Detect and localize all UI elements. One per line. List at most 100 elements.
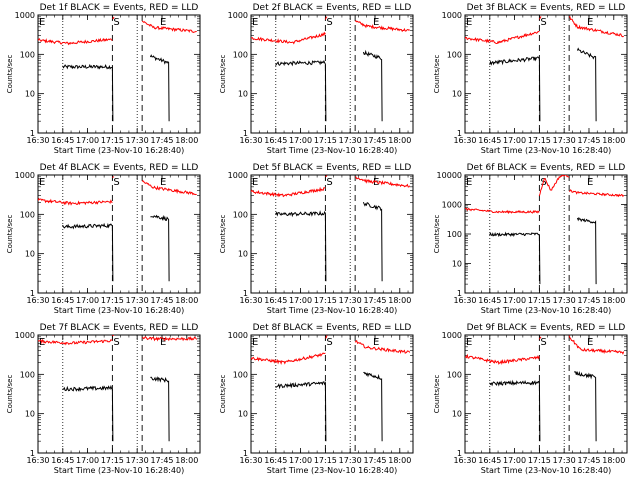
- lld-series-line: [324, 16, 328, 20]
- y-tick-label: 10: [25, 90, 35, 99]
- x-tick-label: 17:30: [126, 456, 149, 465]
- y-axis-label: Counts/sec: [6, 215, 14, 254]
- series-group: [38, 176, 197, 282]
- series-group: [251, 335, 411, 442]
- events-series-line: [362, 202, 383, 282]
- x-tick-label: 17:15: [314, 136, 337, 145]
- start-marker-label: S: [326, 177, 332, 188]
- lld-series-line: [38, 197, 113, 206]
- corner-marker-label: E: [466, 17, 472, 28]
- lld-series-line: [38, 339, 113, 346]
- x-tick-label: 18:00: [602, 136, 625, 145]
- y-tick-label: 1000: [228, 171, 248, 180]
- y-axis-label: Counts/sec: [6, 55, 14, 94]
- x-axis-label: Start Time (23-Nov-10 16:28:40): [267, 306, 397, 315]
- x-tick-label: 17:45: [577, 136, 600, 145]
- x-tick-label: 16:45: [478, 136, 501, 145]
- lld-series-line: [251, 352, 326, 366]
- x-tick-label: 16:30: [453, 456, 476, 465]
- end-marker-label: E: [587, 17, 593, 28]
- series-group: [251, 16, 410, 122]
- panel-title: Det 5f BLACK = Events, RED = LLD: [253, 163, 412, 173]
- y-tick-label: 100: [447, 50, 462, 59]
- x-tick-label: 18:00: [602, 456, 625, 465]
- lld-series-line: [325, 335, 328, 339]
- detector-panel-3: Det 3f BLACK = Events, RED = LLD Counts/s…: [433, 3, 628, 155]
- series-group: [465, 175, 625, 285]
- x-tick-label: 17:00: [76, 136, 99, 145]
- x-tick-label: 16:45: [51, 296, 74, 305]
- detector-panel-2: Det 2f BLACK = Events, RED = LLD Counts/s…: [219, 3, 414, 155]
- x-tick-label: 16:30: [239, 136, 262, 145]
- lld-series-line: [465, 353, 540, 365]
- y-tick-label: 10000: [437, 171, 462, 180]
- y-tick-label: 1: [30, 289, 35, 298]
- lld-series-line: [325, 175, 328, 178]
- end-marker-label: E: [160, 337, 166, 348]
- start-marker-label: S: [326, 17, 332, 28]
- events-series-line: [149, 54, 170, 122]
- x-tick-label: 17:00: [289, 296, 312, 305]
- lld-series-line: [112, 335, 115, 337]
- x-tick-label: 18:00: [175, 136, 198, 145]
- x-tick-label: 16:30: [26, 136, 49, 145]
- lld-series-line: [538, 336, 542, 340]
- y-axis-label: Counts/sec: [219, 55, 227, 94]
- x-tick-label: 17:30: [553, 296, 576, 305]
- y-tick-label: 10: [25, 250, 35, 259]
- x-tick-label: 17:00: [289, 456, 312, 465]
- x-tick-label: 17:00: [503, 456, 526, 465]
- lld-series-line: [569, 16, 624, 38]
- y-axis-label: Counts/sec: [219, 215, 227, 254]
- events-series-line: [489, 56, 541, 122]
- x-tick-label: 16:30: [26, 456, 49, 465]
- y-tick-label: 1000: [15, 171, 35, 180]
- events-series-line: [489, 379, 541, 442]
- x-tick-label: 17:45: [577, 296, 600, 305]
- corner-marker-label: E: [39, 177, 45, 188]
- events-series-line: [150, 214, 170, 282]
- panel-title: Det 3f BLACK = Events, RED = LLD: [467, 3, 626, 13]
- y-tick-label: 1000: [15, 11, 35, 20]
- x-tick-label: 17:45: [150, 456, 173, 465]
- events-series-line: [363, 371, 383, 442]
- axes-frame: [37, 14, 201, 134]
- x-tick-label: 16:45: [264, 136, 287, 145]
- y-tick-label: 1000: [442, 331, 462, 340]
- detector-panel-9: Det 9f BLACK = Events, RED = LLD Counts/s…: [433, 323, 628, 475]
- y-tick-label: 1: [30, 449, 35, 458]
- events-series-line: [62, 63, 114, 122]
- panel-title: Det 7f BLACK = Events, RED = LLD: [40, 323, 199, 333]
- lld-series-line: [251, 31, 326, 45]
- end-marker-label: E: [373, 17, 379, 28]
- x-tick-label: 17:45: [363, 456, 386, 465]
- series-group: [465, 335, 625, 442]
- y-tick-label: 100: [20, 210, 35, 219]
- axes-frame: [37, 174, 201, 294]
- events-series-line: [150, 376, 170, 442]
- x-tick-label: 16:45: [264, 296, 287, 305]
- panel-title: Det 8f BLACK = Events, RED = LLD: [253, 323, 412, 333]
- corner-marker-label: E: [252, 17, 258, 28]
- axes-frame: [250, 14, 414, 134]
- y-axis-label: Counts/sec: [433, 215, 441, 254]
- end-marker-label: E: [587, 337, 593, 348]
- axes-frame: [250, 334, 414, 454]
- events-series-line: [275, 59, 327, 122]
- y-tick-label: 1: [457, 129, 462, 138]
- lld-series-line: [141, 179, 197, 196]
- x-tick-label: 16:30: [26, 296, 49, 305]
- x-tick-label: 16:30: [239, 296, 262, 305]
- axes-frame: [37, 334, 201, 454]
- x-tick-label: 17:15: [101, 296, 124, 305]
- panel-title: Det 1f BLACK = Events, RED = LLD: [40, 3, 199, 13]
- x-tick-label: 16:45: [51, 456, 74, 465]
- events-series-line: [576, 47, 597, 122]
- x-tick-label: 17:45: [150, 296, 173, 305]
- x-tick-label: 17:30: [553, 456, 576, 465]
- series-group: [38, 16, 197, 122]
- y-tick-label: 10: [238, 250, 248, 259]
- y-tick-label: 100: [233, 210, 248, 219]
- axes-frame: [464, 174, 628, 294]
- lld-series-line: [465, 30, 540, 45]
